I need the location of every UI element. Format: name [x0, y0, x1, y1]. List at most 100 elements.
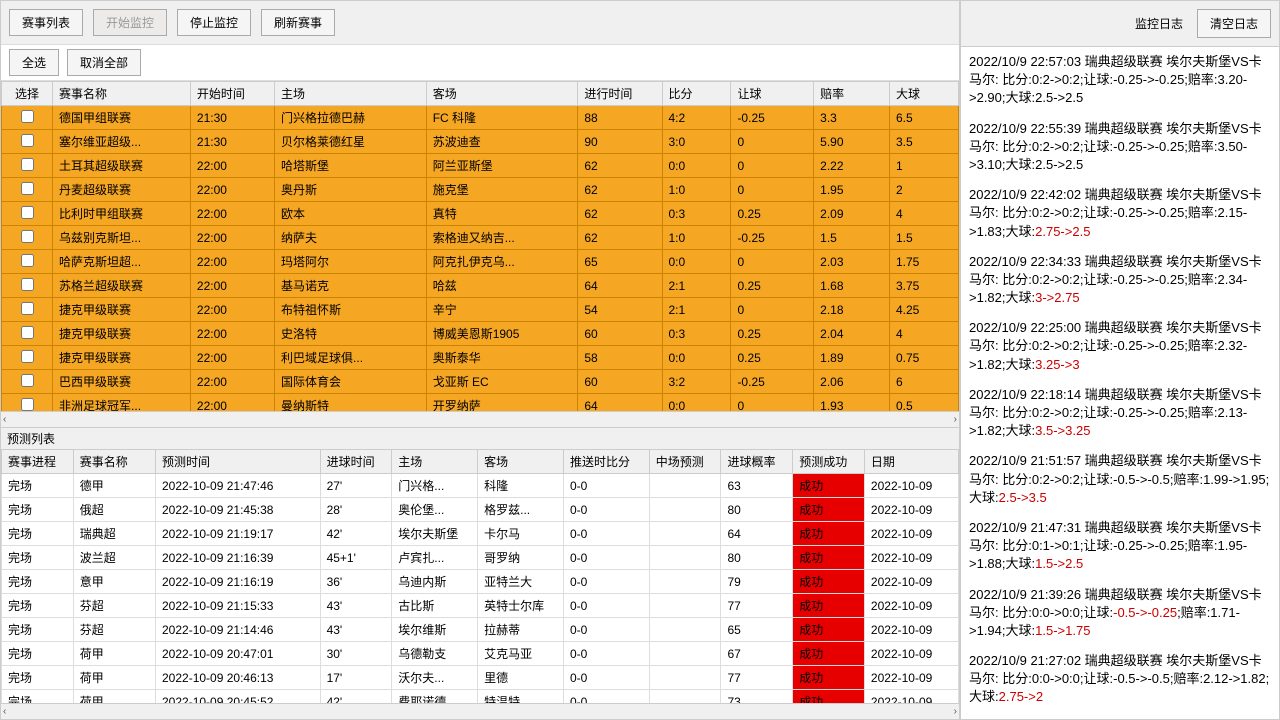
cell: 0:0	[662, 346, 731, 370]
bot-th-5[interactable]: 客场	[478, 450, 564, 474]
btn-start-monitor[interactable]: 开始监控	[93, 9, 167, 36]
row-checkbox[interactable]	[21, 158, 34, 171]
predict-row[interactable]: 完场德甲2022-10-09 21:47:4627'门兴格...科隆0-063成…	[2, 474, 959, 498]
cell: 30'	[320, 642, 392, 666]
cell: 荷甲	[73, 690, 155, 704]
predict-row[interactable]: 完场芬超2022-10-09 21:15:3343'古比斯英特士尔库0-077成…	[2, 594, 959, 618]
cell: 0	[731, 130, 814, 154]
match-row[interactable]: 比利时甲组联赛22:00欧本真特620:30.252.094	[2, 202, 959, 226]
top-th-9[interactable]: 大球	[889, 82, 958, 106]
btn-select-all[interactable]: 全选	[9, 49, 59, 76]
bot-th-1[interactable]: 赛事名称	[73, 450, 155, 474]
match-row[interactable]: 捷克甲级联赛22:00布特祖怀斯辛宁542:102.184.25	[2, 298, 959, 322]
match-row[interactable]: 德国甲组联赛21:30门兴格拉德巴赫FC 科隆884:2-0.253.36.5	[2, 106, 959, 130]
cell: 17'	[320, 666, 392, 690]
row-checkbox[interactable]	[21, 110, 34, 123]
cell: 特温特	[478, 690, 564, 704]
cell: 42'	[320, 690, 392, 704]
row-checkbox[interactable]	[21, 254, 34, 267]
cell: 2022-10-09 21:47:46	[156, 474, 321, 498]
bot-th-8[interactable]: 进球概率	[721, 450, 793, 474]
bot-th-3[interactable]: 进球时间	[320, 450, 392, 474]
row-checkbox[interactable]	[21, 302, 34, 315]
bot-th-4[interactable]: 主场	[392, 450, 478, 474]
log-container[interactable]: 2022/10/9 22:57:03 瑞典超级联赛 埃尔夫斯堡VS卡马尔: 比分…	[961, 47, 1279, 719]
bot-th-0[interactable]: 赛事进程	[2, 450, 74, 474]
row-checkbox[interactable]	[21, 326, 34, 339]
cell: 俄超	[73, 498, 155, 522]
predict-row[interactable]: 完场荷甲2022-10-09 20:47:0130'乌德勒支艾克马亚0-067成…	[2, 642, 959, 666]
cell: 捷克甲级联赛	[53, 298, 191, 322]
cell: 2022-10-09	[864, 642, 958, 666]
cell: 0	[731, 298, 814, 322]
log-entry: 2022/10/9 21:47:31 瑞典超级联赛 埃尔夫斯堡VS卡马尔: 比分…	[961, 513, 1279, 580]
cell: 62	[578, 178, 662, 202]
cell: 3:2	[662, 370, 731, 394]
top-th-5[interactable]: 进行时间	[578, 82, 662, 106]
match-row[interactable]: 苏格兰超级联赛22:00基马诺克哈兹642:10.251.683.75	[2, 274, 959, 298]
top-th-3[interactable]: 主场	[275, 82, 427, 106]
row-checkbox[interactable]	[21, 374, 34, 387]
cell: 荷甲	[73, 642, 155, 666]
bot-th-7[interactable]: 中场预测	[649, 450, 721, 474]
predict-row[interactable]: 完场意甲2022-10-09 21:16:1936'乌迪内斯亚特兰大0-079成…	[2, 570, 959, 594]
bot-th-6[interactable]: 推送时比分	[563, 450, 649, 474]
top-th-0[interactable]: 选择	[2, 82, 53, 106]
log-entry: 2022/10/9 22:55:39 瑞典超级联赛 埃尔夫斯堡VS卡马尔: 比分…	[961, 114, 1279, 181]
top-th-7[interactable]: 让球	[731, 82, 814, 106]
match-row[interactable]: 丹麦超级联赛22:00奥丹斯施克堡621:001.952	[2, 178, 959, 202]
top-th-4[interactable]: 客场	[426, 82, 578, 106]
predict-row[interactable]: 完场瑞典超2022-10-09 21:19:1742'埃尔夫斯堡卡尔马0-064…	[2, 522, 959, 546]
cell: 施克堡	[426, 178, 578, 202]
cell: 2:1	[662, 298, 731, 322]
predict-row[interactable]: 完场芬超2022-10-09 21:14:4643'埃尔维斯拉赫蒂0-065成功…	[2, 618, 959, 642]
btn-deselect-all[interactable]: 取消全部	[67, 49, 141, 76]
cell: 2022-10-09	[864, 570, 958, 594]
cell: 0	[731, 394, 814, 412]
predict-row[interactable]: 完场荷甲2022-10-09 20:46:1317'沃尔夫...里德0-077成…	[2, 666, 959, 690]
match-row[interactable]: 塞尔维亚超级...21:30贝尔格莱德红星苏波迪查903:005.903.5	[2, 130, 959, 154]
btn-match-list[interactable]: 赛事列表	[9, 9, 83, 36]
match-row[interactable]: 捷克甲级联赛22:00利巴域足球俱...奥斯泰华580:00.251.890.7…	[2, 346, 959, 370]
top-th-2[interactable]: 开始时间	[190, 82, 274, 106]
cell: 0-0	[563, 690, 649, 704]
predict-row[interactable]: 完场波兰超2022-10-09 21:16:3945+1'卢宾扎...哥罗纳0-…	[2, 546, 959, 570]
row-checkbox[interactable]	[21, 398, 34, 411]
predict-row[interactable]: 完场俄超2022-10-09 21:45:3828'奥伦堡...格罗兹...0-…	[2, 498, 959, 522]
cell: 欧本	[275, 202, 427, 226]
match-row[interactable]: 捷克甲级联赛22:00史洛特博威美恩斯1905600:30.252.044	[2, 322, 959, 346]
top-th-8[interactable]: 赔率	[814, 82, 890, 106]
bot-th-10[interactable]: 日期	[864, 450, 958, 474]
btn-clear-log[interactable]: 清空日志	[1197, 9, 1271, 38]
row-checkbox[interactable]	[21, 182, 34, 195]
cell: 意甲	[73, 570, 155, 594]
row-checkbox[interactable]	[21, 134, 34, 147]
predict-row[interactable]: 完场荷甲2022-10-09 20:45:5242'费耶诺德特温特0-073成功…	[2, 690, 959, 704]
match-row[interactable]: 乌兹别克斯坦...22:00纳萨夫索格迪又纳吉...621:0-0.251.51…	[2, 226, 959, 250]
top-th-6[interactable]: 比分	[662, 82, 731, 106]
cell: 2.09	[814, 202, 890, 226]
top-hscroll[interactable]: ‹›	[1, 411, 959, 427]
cell: 英特士尔库	[478, 594, 564, 618]
bottom-hscroll[interactable]: ‹›	[1, 703, 959, 719]
bot-th-2[interactable]: 预测时间	[156, 450, 321, 474]
cell: 德国甲组联赛	[53, 106, 191, 130]
match-row[interactable]: 非洲足球冠军...22:00曼纳斯特开罗纳萨640:001.930.5	[2, 394, 959, 412]
match-row[interactable]: 哈萨克斯坦超...22:00玛塔阿尔阿克扎伊克乌...650:002.031.7…	[2, 250, 959, 274]
row-checkbox[interactable]	[21, 350, 34, 363]
top-th-1[interactable]: 赛事名称	[53, 82, 191, 106]
cell	[649, 642, 721, 666]
match-row[interactable]: 土耳其超级联赛22:00哈塔斯堡阿兰亚斯堡620:002.221	[2, 154, 959, 178]
cell: 22:00	[190, 202, 274, 226]
bot-th-9[interactable]: 预测成功	[793, 450, 865, 474]
match-row[interactable]: 巴西甲级联赛22:00国际体育会戈亚斯 EC603:2-0.252.066	[2, 370, 959, 394]
btn-stop-monitor[interactable]: 停止监控	[177, 9, 251, 36]
matches-table: 选择赛事名称开始时间主场客场进行时间比分让球赔率大球 德国甲组联赛21:30门兴…	[1, 81, 959, 411]
cell: 22:00	[190, 370, 274, 394]
row-checkbox[interactable]	[21, 206, 34, 219]
cell	[649, 546, 721, 570]
cell: 科隆	[478, 474, 564, 498]
btn-refresh-matches[interactable]: 刷新赛事	[261, 9, 335, 36]
row-checkbox[interactable]	[21, 230, 34, 243]
row-checkbox[interactable]	[21, 278, 34, 291]
